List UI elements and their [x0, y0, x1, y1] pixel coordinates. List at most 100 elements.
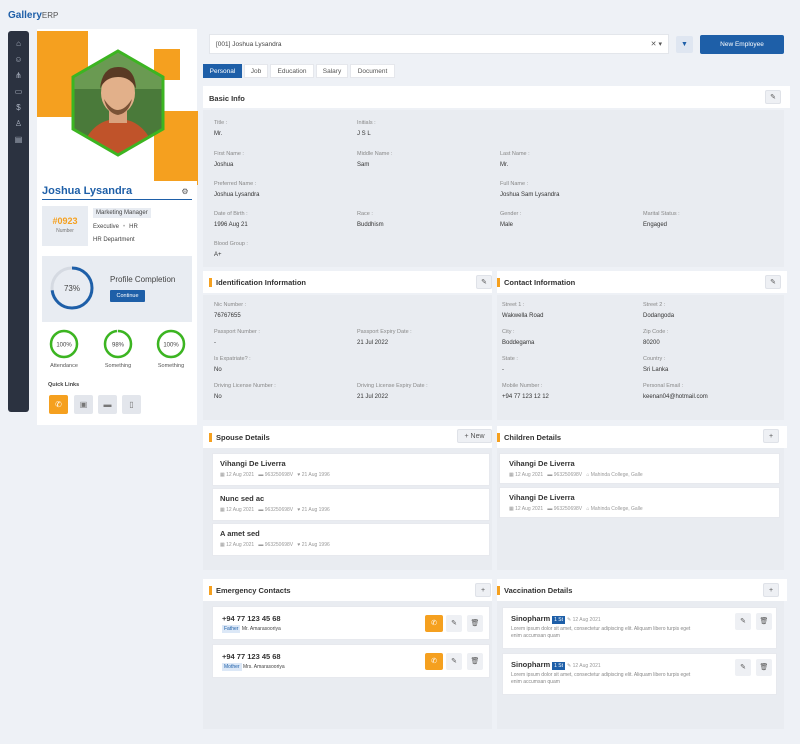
- call-icon[interactable]: ✆: [425, 653, 443, 670]
- tab-job[interactable]: Job: [244, 64, 268, 78]
- item-meta: Father Mr. Amarasooriya: [222, 625, 281, 633]
- trash-icon[interactable]: 🗑: [467, 653, 483, 670]
- new-label: New: [470, 433, 485, 440]
- item-head: Sinopharm 1 St ✎ 12 Aug 2021: [511, 660, 601, 670]
- users-icon[interactable]: ☺: [14, 55, 23, 64]
- edit-icon[interactable]: ✎: [765, 90, 781, 104]
- item-meta: ▦ 12 Aug 2021 ▬ 963250698V ♥ 21 Aug 1996: [220, 507, 330, 513]
- trash-icon[interactable]: 🗑: [467, 615, 483, 632]
- document-icon[interactable]: ▯: [122, 395, 141, 414]
- item-meta: ▦ 12 Aug 2021 ▬ 963250698V ♥ 21 Aug 1996: [220, 472, 330, 478]
- filter-icon[interactable]: ▼: [676, 36, 693, 53]
- accent-bar: [497, 278, 500, 287]
- item-description: Lorem ipsum dolor sit amet, consectetur …: [511, 626, 691, 639]
- field-value: No: [214, 367, 222, 373]
- gear-icon[interactable]: ⚙: [181, 187, 189, 196]
- item-meta: ▦ 12 Aug 2021 ▬ 963250698V ♥ 21 Aug 1996: [220, 542, 330, 548]
- dollar-icon[interactable]: $: [16, 103, 21, 112]
- field-label: Last Name :: [500, 151, 530, 157]
- list-item[interactable]: A amet sed ▦ 12 Aug 2021 ▬ 963250698V ♥ …: [212, 523, 490, 556]
- field-label: Title :: [214, 120, 228, 126]
- field-label: Blood Group :: [214, 241, 248, 247]
- list-item[interactable]: Vihangi De Liverra ▦ 12 Aug 2021 ▬ 96325…: [212, 453, 490, 486]
- book-icon[interactable]: ▤: [14, 135, 23, 144]
- phone-icon[interactable]: ✆: [49, 395, 68, 414]
- identification-panel: [203, 295, 492, 420]
- field-label: Race :: [357, 211, 373, 217]
- field-label: Middle Name :: [357, 151, 393, 157]
- clear-chevron-icon[interactable]: ✕ ▾: [650, 41, 662, 48]
- accent-bar: [209, 433, 212, 442]
- profile-name-box: [37, 181, 197, 199]
- basic-info-header: [203, 86, 790, 108]
- field-label: Street 1 :: [502, 302, 525, 308]
- nav-rail: ⌂ ☺ ⋔ ▭ $ ♙ ▤: [8, 31, 29, 412]
- field-value: -: [214, 340, 216, 346]
- tab-personal[interactable]: Personal: [203, 64, 242, 78]
- contact-header: [497, 271, 787, 293]
- list-item[interactable]: Vihangi De Liverra ▦ 12 Aug 2021 ▬ 96325…: [499, 453, 780, 484]
- plus-icon[interactable]: +: [763, 429, 779, 443]
- field-value: Boddegama: [502, 340, 535, 346]
- briefcase-icon[interactable]: ▣: [74, 395, 93, 414]
- plus-icon[interactable]: +: [763, 583, 779, 597]
- plus-icon: +: [464, 433, 469, 440]
- trash-icon[interactable]: 🗑: [756, 613, 772, 630]
- new-spouse-button[interactable]: + New: [457, 429, 492, 443]
- id-card-icon[interactable]: ▭: [14, 87, 23, 96]
- section-title: Children Details: [504, 433, 562, 442]
- home-icon[interactable]: ⌂: [16, 39, 21, 48]
- avatar: [71, 49, 165, 157]
- edit-icon[interactable]: ✎: [446, 653, 462, 670]
- edit-icon[interactable]: ✎: [765, 275, 781, 289]
- field-label: Driving License Expiry Date :: [357, 383, 428, 389]
- field-label: Country :: [643, 356, 666, 362]
- section-title: Identification Information: [216, 278, 306, 287]
- field-value: Male: [500, 222, 514, 228]
- field-label: Street 2 :: [643, 302, 666, 308]
- employee-number-label: Number: [56, 228, 74, 234]
- field-value: Wakwella Road: [502, 313, 544, 319]
- field-value: Mr.: [214, 131, 223, 137]
- plus-icon[interactable]: +: [475, 583, 491, 597]
- field-value: 21 Jul 2022: [357, 340, 389, 346]
- field-label: State :: [502, 356, 518, 362]
- edit-icon[interactable]: ✎: [735, 613, 751, 630]
- field-label: Marital Status :: [643, 211, 680, 217]
- field-label: Initials :: [357, 120, 376, 126]
- edit-icon[interactable]: ✎: [735, 659, 751, 676]
- field-value: 80200: [643, 340, 660, 346]
- trash-icon[interactable]: 🗑: [756, 659, 772, 676]
- employee-search-select[interactable]: [001] Joshua Lysandra ✕ ▾: [209, 34, 669, 54]
- field-label: City :: [502, 329, 515, 335]
- edit-icon[interactable]: ✎: [446, 615, 462, 632]
- field-label: Driving License Number :: [214, 383, 276, 389]
- share-icon[interactable]: ⋔: [15, 71, 22, 80]
- field-value: Mr.: [500, 162, 509, 168]
- call-icon[interactable]: ✆: [425, 615, 443, 632]
- list-item[interactable]: Vihangi De Liverra ▦ 12 Aug 2021 ▬ 96325…: [499, 487, 780, 518]
- user-plus-icon[interactable]: ♙: [14, 119, 23, 128]
- completion-percent: 73%: [64, 284, 80, 293]
- tab-salary[interactable]: Salary: [316, 64, 348, 78]
- divider: [42, 199, 192, 200]
- svg-text:100%: 100%: [56, 343, 72, 349]
- edit-icon[interactable]: ✎: [476, 275, 492, 289]
- employee-number-box: #0923 Number: [42, 206, 88, 246]
- completion-title: Profile Completion: [110, 275, 176, 284]
- field-value: No: [214, 394, 222, 400]
- card-icon[interactable]: ▬: [98, 395, 117, 414]
- svg-text:100%: 100%: [163, 343, 179, 349]
- stat-label: Attendance: [50, 363, 78, 369]
- continue-button[interactable]: Continue: [110, 290, 145, 302]
- tab-document[interactable]: Document: [350, 64, 395, 78]
- field-value: Joshua Sam Lysandra: [500, 192, 560, 198]
- field-label: Mobile Number :: [502, 383, 543, 389]
- section-title: Contact Information: [504, 278, 576, 287]
- field-label: Date of Birth :: [214, 211, 248, 217]
- list-item[interactable]: Nunc sed ac ▦ 12 Aug 2021 ▬ 963250698V ♥…: [212, 488, 490, 521]
- role-badge: Marketing Manager: [93, 208, 151, 218]
- tab-education[interactable]: Education: [270, 64, 314, 78]
- stat-label: Something: [104, 363, 132, 369]
- new-employee-button[interactable]: New Employee: [700, 35, 784, 54]
